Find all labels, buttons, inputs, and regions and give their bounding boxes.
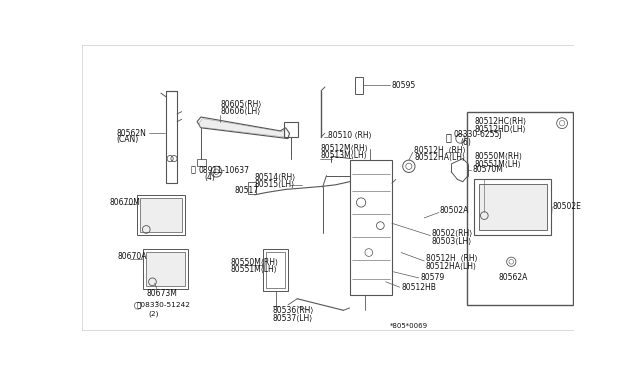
- Bar: [479, 184, 547, 230]
- Text: (2): (2): [148, 310, 159, 317]
- Text: 08911-10637: 08911-10637: [198, 166, 250, 174]
- Bar: [137, 195, 185, 235]
- Text: 80670A: 80670A: [118, 252, 147, 261]
- Text: 08330-6255J: 08330-6255J: [454, 130, 502, 139]
- Text: 80550M⟨RH⟩: 80550M⟨RH⟩: [230, 258, 278, 267]
- Text: (CAN): (CAN): [116, 135, 138, 144]
- Bar: [349, 160, 392, 295]
- Text: 80550M⟨RH⟩: 80550M⟨RH⟩: [474, 152, 522, 161]
- Text: 80512HD⟨LH⟩: 80512HD⟨LH⟩: [474, 125, 526, 134]
- Text: 80512HA⟨LH⟩: 80512HA⟨LH⟩: [426, 262, 477, 271]
- Bar: [355, 77, 363, 94]
- Text: 80502A: 80502A: [440, 206, 469, 215]
- Text: 80512H  ⟨RH⟩: 80512H ⟨RH⟩: [414, 145, 466, 155]
- Text: 80537⟨LH⟩: 80537⟨LH⟩: [273, 314, 313, 323]
- Text: 80513M⟨LH⟩: 80513M⟨LH⟩: [320, 151, 367, 160]
- Text: (4): (4): [205, 173, 216, 182]
- Text: 80562A: 80562A: [499, 273, 528, 282]
- Text: Ⓝ: Ⓝ: [190, 166, 195, 174]
- Text: 80514⟨RH⟩: 80514⟨RH⟩: [255, 173, 296, 182]
- Bar: [467, 112, 573, 305]
- Text: 80551M⟨LH⟩: 80551M⟨LH⟩: [230, 265, 277, 274]
- Text: 80517: 80517: [234, 186, 258, 195]
- Bar: [166, 91, 177, 183]
- Text: *805*0069: *805*0069: [390, 324, 428, 330]
- Text: 80512HB: 80512HB: [401, 283, 436, 292]
- Text: 80515⟨LH⟩: 80515⟨LH⟩: [255, 180, 295, 189]
- Text: 80605⟨RH⟩: 80605⟨RH⟩: [220, 100, 262, 109]
- Text: ⒖0833̃0-51242: ⒖0833̃0-51242: [137, 302, 191, 310]
- Bar: [474, 179, 551, 235]
- Text: 80512M⟨RH⟩: 80512M⟨RH⟩: [320, 144, 368, 153]
- Text: 80606⟨LH⟩: 80606⟨LH⟩: [220, 107, 260, 116]
- Text: 80510 ⟨RH⟩: 80510 ⟨RH⟩: [328, 131, 372, 140]
- Text: 80512HC⟨RH⟩: 80512HC⟨RH⟩: [474, 117, 527, 126]
- Text: (6): (6): [460, 138, 471, 147]
- Bar: [143, 249, 188, 289]
- Text: 80570M: 80570M: [473, 165, 504, 174]
- Bar: [248, 182, 255, 194]
- Text: 80551M⟨LH⟩: 80551M⟨LH⟩: [474, 160, 521, 169]
- Text: 80579: 80579: [420, 273, 445, 282]
- Text: 80502⟨RH⟩: 80502⟨RH⟩: [432, 229, 473, 238]
- Text: 80502E: 80502E: [553, 202, 582, 211]
- Text: 80595: 80595: [391, 81, 415, 90]
- Bar: [197, 158, 206, 166]
- Bar: [263, 249, 288, 291]
- Bar: [140, 198, 182, 232]
- Text: 80503⟨LH⟩: 80503⟨LH⟩: [432, 237, 472, 246]
- Text: Ⓢ: Ⓢ: [445, 132, 451, 142]
- Text: 80512HA⟨LH⟩: 80512HA⟨LH⟩: [414, 153, 465, 162]
- Text: 80673M: 80673M: [147, 289, 177, 298]
- Text: 80536⟨RH⟩: 80536⟨RH⟩: [273, 306, 314, 315]
- Text: 80670M: 80670M: [109, 198, 140, 207]
- Polygon shape: [200, 119, 285, 137]
- Bar: [284, 122, 298, 137]
- Text: 80562N: 80562N: [116, 129, 146, 138]
- Bar: [266, 252, 285, 288]
- Text: 80512H  ⟨RH⟩: 80512H ⟨RH⟩: [426, 254, 477, 263]
- Bar: [147, 252, 185, 286]
